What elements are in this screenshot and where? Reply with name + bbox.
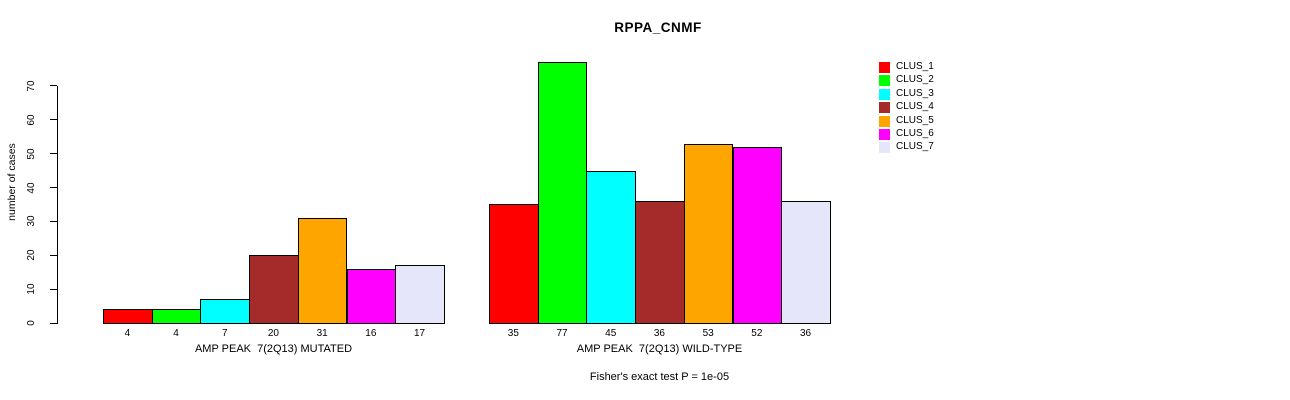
legend-swatch-clus_3	[879, 88, 890, 100]
bar-value-label: 52	[751, 328, 763, 339]
bar-value-label: 4	[124, 328, 131, 339]
legend-swatch-clus_7	[879, 142, 890, 154]
legend-label-clus_7: CLUS_7	[896, 141, 934, 153]
bar-value-label: 31	[316, 328, 328, 339]
bar-clus_1-wild-type	[489, 204, 539, 324]
group-label-wild-type: AMP PEAK 7(2Q13) WILD-TYPE	[576, 343, 743, 355]
bar-clus_3-mutated	[200, 299, 251, 324]
bar-value-label: 7	[221, 328, 228, 339]
y-tick-label: 30	[26, 215, 37, 227]
y-tick-mark	[50, 322, 57, 324]
fisher-test-caption: Fisher's exact test P = 1e-05	[589, 371, 730, 383]
bar-value-label: 36	[799, 328, 812, 339]
legend-label-clus_5: CLUS_5	[896, 114, 934, 126]
legend-label-clus_6: CLUS_6	[896, 128, 934, 139]
y-tick-label: 20	[26, 249, 37, 261]
y-tick-mark	[50, 288, 57, 290]
legend-label-clus_4: CLUS_4	[896, 101, 934, 113]
bar-value-label: 45	[605, 328, 617, 339]
y-tick-label: 0	[26, 320, 37, 326]
y-axis-line	[57, 86, 58, 324]
bar-clus_4-mutated	[249, 255, 299, 324]
y-tick-mark	[50, 85, 57, 87]
bar-clus_1-mutated	[103, 309, 153, 324]
legend-swatch-clus_2	[879, 75, 890, 87]
bar-clus_2-mutated	[151, 309, 202, 324]
bar-clus_4-wild-type	[635, 201, 685, 324]
bar-clus_6-mutated	[346, 269, 397, 324]
group-label-mutated: AMP PEAK 7(2Q13) MUTATED	[194, 343, 353, 355]
legend-swatch-clus_6	[879, 129, 890, 140]
bar-value-label: 53	[702, 328, 714, 339]
bar-value-label: 36	[653, 328, 665, 339]
y-tick-label: 50	[26, 148, 37, 160]
y-axis-label: number of cases	[6, 143, 18, 221]
bar-value-label: 17	[413, 328, 426, 339]
y-tick-mark	[50, 187, 57, 189]
legend-label-clus_2: CLUS_2	[896, 74, 934, 86]
y-tick-label: 40	[26, 181, 37, 194]
bar-value-label: 4	[173, 328, 179, 339]
bar-value-label: 35	[507, 328, 519, 339]
bar-clus_7-mutated	[395, 265, 445, 324]
y-tick-mark	[50, 254, 57, 256]
y-tick-mark	[50, 220, 57, 222]
y-tick-label: 10	[26, 283, 37, 295]
y-tick-mark	[50, 153, 57, 155]
legend-swatch-clus_1	[879, 62, 890, 73]
y-tick-label: 60	[26, 114, 37, 126]
bar-clus_5-mutated	[297, 218, 348, 324]
bar-clus_5-wild-type	[683, 144, 734, 324]
chart-title: RPPA_CNMF	[614, 20, 702, 35]
legend-label-clus_1: CLUS_1	[896, 61, 934, 72]
bar-clus_3-wild-type	[586, 171, 637, 324]
y-tick-label: 70	[26, 80, 37, 92]
legend-swatch-clus_5	[879, 115, 890, 127]
y-tick-mark	[50, 119, 57, 121]
bar-clus_2-wild-type	[537, 62, 588, 324]
bar-value-label: 16	[365, 328, 377, 339]
legend-label-clus_3: CLUS_3	[896, 87, 934, 99]
bar-clus_6-wild-type	[732, 147, 783, 324]
legend-swatch-clus_4	[879, 102, 890, 114]
bar-value-label: 77	[556, 328, 568, 339]
bar-value-label: 20	[267, 328, 279, 339]
bar-clus_7-wild-type	[781, 201, 831, 324]
